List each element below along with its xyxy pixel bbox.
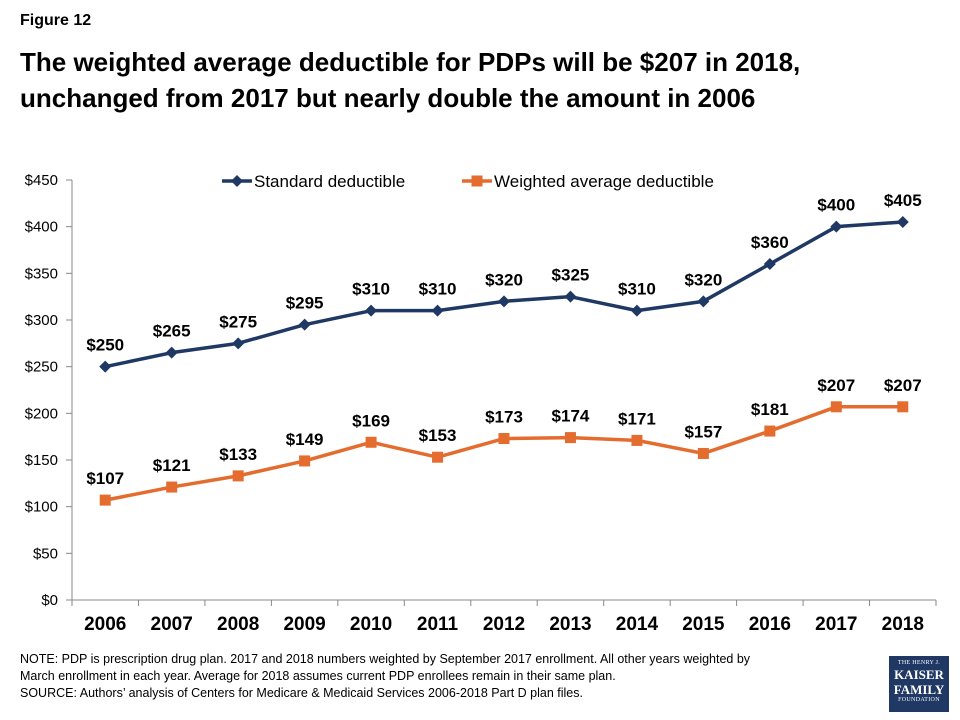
data-label: $207	[884, 376, 922, 395]
logo-line-2: KAISER	[894, 667, 944, 682]
y-tick-label: $150	[25, 452, 58, 469]
data-point-standard	[896, 216, 909, 228]
data-label: $181	[751, 400, 789, 419]
y-tick-label: $250	[25, 359, 58, 376]
kff-logo: THE HENRY J. KAISER FAMILY FOUNDATION	[889, 656, 949, 712]
data-point-standard	[431, 304, 444, 317]
data-point-standard	[99, 360, 112, 373]
x-tick-label: 2014	[616, 614, 659, 635]
x-tick-label: 2011	[417, 614, 459, 635]
data-point-standard	[232, 337, 245, 350]
x-tick-label: 2015	[682, 614, 725, 635]
logo-line-1: THE HENRY J.	[897, 660, 941, 666]
x-tick-label: 2009	[283, 614, 325, 635]
data-point-standard	[365, 304, 378, 317]
y-tick-label: $200	[25, 405, 58, 422]
data-point-weighted	[564, 432, 576, 444]
y-tick-label: $450	[25, 172, 58, 189]
data-label: $173	[485, 408, 523, 427]
data-point-weighted	[697, 447, 709, 459]
data-point-standard	[298, 318, 311, 331]
data-point-weighted	[232, 470, 244, 482]
note-line-1: NOTE: PDP is prescription drug plan. 201…	[20, 652, 751, 666]
data-point-weighted	[166, 481, 178, 493]
x-tick-label: 2018	[882, 614, 924, 635]
data-point-weighted	[830, 401, 842, 413]
data-point-weighted	[299, 455, 311, 467]
data-point-standard	[697, 295, 710, 308]
data-point-weighted	[432, 451, 444, 463]
data-label: $207	[817, 376, 855, 395]
data-label: $400	[817, 196, 855, 215]
x-tick-label: 2007	[151, 614, 193, 635]
source-line: SOURCE: Authors’ analysis of Centers for…	[20, 686, 583, 700]
data-label: $295	[286, 294, 324, 313]
data-point-weighted	[365, 436, 377, 448]
data-label: $325	[552, 266, 590, 285]
data-label: $171	[618, 409, 656, 428]
data-point-weighted	[498, 433, 510, 445]
line-chart: $0 $50 $100 $150 $200 $250 $300 $350 $400 $450 200…	[25, 172, 937, 635]
data-point-standard	[763, 258, 776, 270]
data-label: $153	[419, 426, 457, 445]
data-label: $275	[219, 312, 257, 331]
data-label: $310	[419, 280, 457, 299]
legend-label-2: Weighted average deductible	[494, 172, 714, 191]
data-label: $107	[86, 469, 124, 488]
data-point-standard	[830, 220, 843, 233]
x-tick-label: 2017	[815, 614, 857, 635]
data-point-weighted	[631, 434, 643, 446]
y-tick-label: $350	[25, 265, 58, 282]
data-point-standard	[564, 290, 577, 303]
data-label: $320	[485, 270, 523, 289]
legend-label-1: Standard deductible	[254, 172, 405, 191]
title-line-2: unchanged from 2017 but nearly double th…	[20, 83, 756, 113]
data-point-standard	[165, 346, 178, 359]
y-tick-label: $300	[25, 312, 58, 329]
x-tick-label: 2010	[350, 614, 392, 635]
data-label: $133	[219, 445, 257, 464]
data-point-standard	[498, 295, 510, 308]
note-line-2: March enrollment in each year. Average f…	[20, 669, 616, 683]
data-label: $310	[618, 280, 656, 299]
data-label: $149	[286, 430, 324, 449]
data-point-weighted	[764, 425, 776, 437]
data-label: $310	[352, 280, 390, 299]
data-label: $174	[552, 407, 590, 426]
data-label: $405	[884, 191, 922, 210]
logo-line-4: FOUNDATION	[898, 697, 940, 703]
title-line-1: The weighted average deductible for PDPs…	[20, 47, 801, 77]
chart-note: NOTE: PDP is prescription drug plan. 201…	[20, 651, 880, 702]
logo-line-3: FAMILY	[893, 682, 945, 697]
data-label: $265	[153, 322, 191, 341]
x-tick-label: 2013	[549, 614, 591, 635]
data-label: $121	[153, 456, 191, 475]
y-tick-label: $0	[41, 592, 58, 609]
legend-marker-standard	[231, 175, 243, 187]
data-point-standard	[630, 304, 643, 317]
data-label: $250	[86, 336, 124, 355]
y-tick-label: $100	[25, 499, 58, 516]
x-tick-label: 2006	[84, 614, 126, 635]
figure-label: Figure 12	[20, 12, 92, 29]
data-label: $320	[684, 270, 722, 289]
data-point-weighted	[897, 401, 909, 413]
chart-title: The weighted average deductible for PDPs…	[20, 44, 940, 116]
data-point-weighted	[99, 494, 111, 506]
data-label: $169	[352, 411, 390, 430]
data-label: $360	[751, 233, 789, 252]
data-label: $157	[684, 422, 722, 441]
x-tick-label: 2012	[483, 614, 525, 635]
y-tick-label: $50	[33, 545, 58, 562]
x-tick-label: 2008	[217, 614, 259, 635]
y-tick-label: $400	[25, 219, 58, 236]
legend-marker-weighted	[471, 175, 483, 187]
x-tick-label: 2016	[749, 614, 791, 635]
